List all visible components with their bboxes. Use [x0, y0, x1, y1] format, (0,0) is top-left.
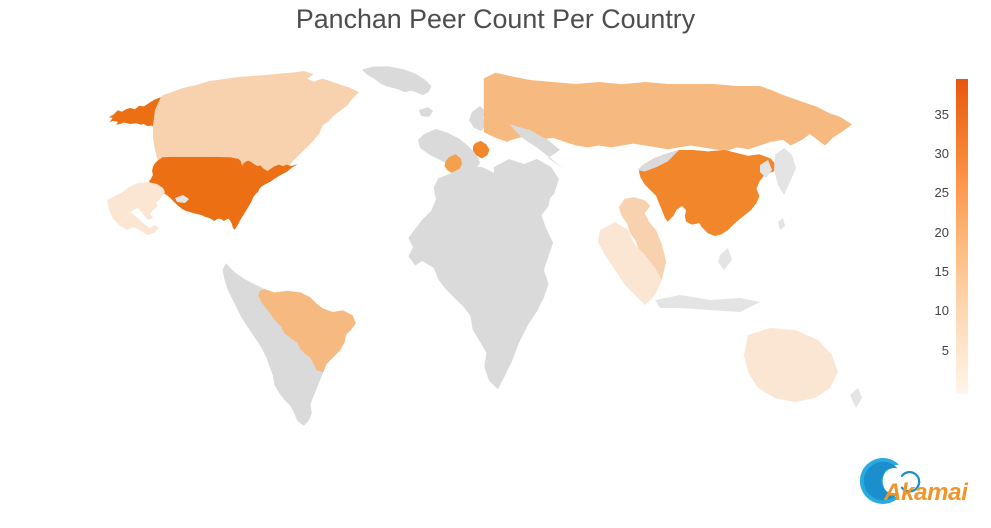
svg-text:5: 5: [942, 343, 949, 358]
svg-text:20: 20: [935, 225, 949, 240]
svg-text:30: 30: [935, 146, 949, 161]
svg-text:25: 25: [935, 185, 949, 200]
svg-text:10: 10: [935, 303, 949, 318]
svg-text:15: 15: [935, 264, 949, 279]
svg-text:35: 35: [935, 107, 949, 122]
svg-text:Akamai: Akamai: [883, 479, 969, 506]
